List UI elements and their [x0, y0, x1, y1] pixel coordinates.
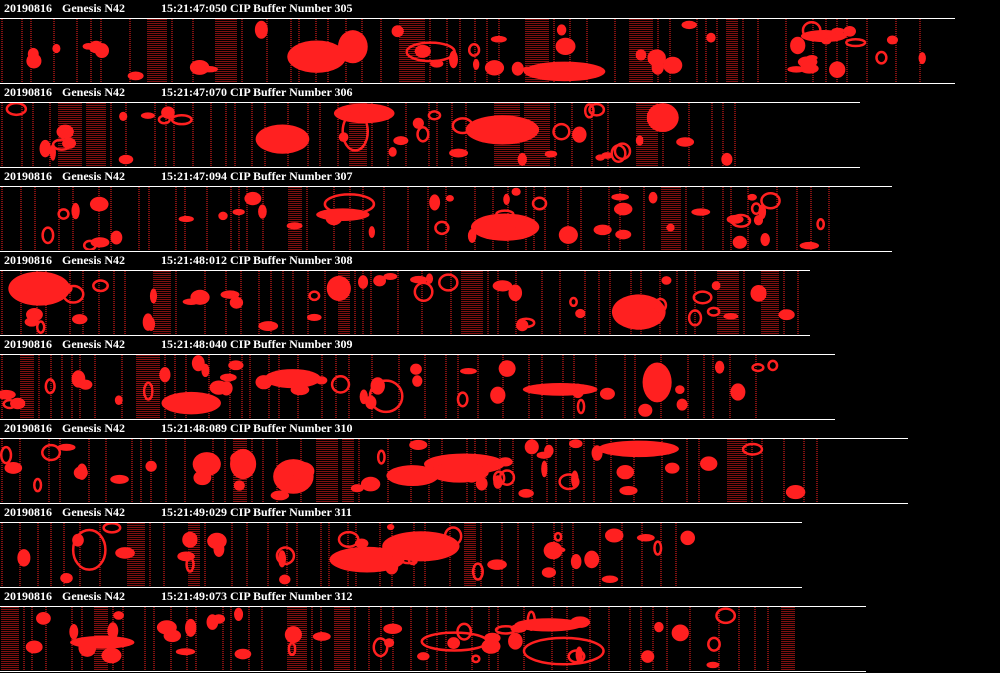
- date-label: 20190816: [4, 421, 52, 435]
- particles: [26, 20, 926, 82]
- date-label: 20190816: [4, 85, 52, 99]
- probe-label: Genesis N42: [62, 505, 125, 519]
- buffer-strip-307: 20190816 Genesis N42 15:21:47:094 CIP Bu…: [0, 168, 1000, 252]
- particle-image-panel: [1, 607, 795, 670]
- time-label: 15:21:47:070: [161, 85, 227, 99]
- probe-label: Genesis N42: [62, 253, 125, 267]
- particles: [0, 355, 779, 417]
- strip-header: 20190816 Genesis N42 15:21:47:050 CIP Bu…: [4, 1, 353, 15]
- strip-header: 20190816 Genesis N42 15:21:47:070 CIP Bu…: [4, 85, 353, 99]
- strip-bottom-rule: [0, 587, 802, 588]
- particles: [25, 607, 737, 669]
- particles: [0, 439, 806, 501]
- strip-top-rule: [0, 18, 955, 19]
- probe-label: Genesis N42: [62, 589, 125, 603]
- strip-bottom-rule: [0, 251, 892, 252]
- strip-header: 20190816 Genesis N42 15:21:49:029 CIP Bu…: [4, 505, 352, 519]
- time-label: 15:21:48:089: [161, 421, 227, 435]
- time-label: 15:21:47:050: [161, 1, 227, 15]
- probe-label: Genesis N42: [62, 85, 125, 99]
- strip-top-rule: [0, 606, 866, 607]
- buffer-strip-308: 20190816 Genesis N42 15:21:48:012 CIP Bu…: [0, 252, 1000, 336]
- buffer-number-label: CIP Buffer Number 309: [230, 337, 353, 351]
- time-label: 15:21:49:029: [161, 505, 227, 519]
- particles: [5, 103, 733, 166]
- particle-image-panel: [1, 523, 695, 586]
- particles: [8, 271, 795, 334]
- particle-image-panel: [1, 187, 830, 250]
- strip-bottom-rule: [0, 671, 866, 672]
- buffer-strip-309: 20190816 Genesis N42 15:21:48:040 CIP Bu…: [0, 336, 1000, 420]
- date-label: 20190816: [4, 589, 52, 603]
- time-label: 15:21:47:094: [161, 169, 227, 183]
- strip-top-rule: [0, 270, 810, 271]
- date-label: 20190816: [4, 505, 52, 519]
- particle-image-panel: [1, 103, 736, 166]
- strip-top-rule: [0, 102, 860, 103]
- particles: [17, 523, 695, 585]
- particle-image-panel: [0, 439, 818, 502]
- strip-header: 20190816 Genesis N42 15:21:49:073 CIP Bu…: [4, 589, 353, 603]
- buffer-number-label: CIP Buffer Number 308: [230, 253, 353, 267]
- strip-bottom-rule: [0, 419, 835, 420]
- strip-bottom-rule: [0, 335, 810, 336]
- strip-header: 20190816 Genesis N42 15:21:48:089 CIP Bu…: [4, 421, 353, 435]
- date-label: 20190816: [4, 1, 52, 15]
- frame-dividers: [1, 187, 830, 250]
- strip-top-rule: [0, 438, 908, 439]
- probe-label: Genesis N42: [62, 337, 125, 351]
- buffer-number-label: CIP Buffer Number 312: [230, 589, 353, 603]
- buffer-number-label: CIP Buffer Number 306: [230, 85, 353, 99]
- buffer-strip-311: 20190816 Genesis N42 15:21:49:029 CIP Bu…: [0, 504, 1000, 588]
- strip-bottom-rule: [0, 167, 860, 168]
- buffer-strip-310: 20190816 Genesis N42 15:21:48:089 CIP Bu…: [0, 420, 1000, 504]
- probe-label: Genesis N42: [62, 421, 125, 435]
- strip-bottom-rule: [0, 503, 908, 504]
- frame-dividers: [1, 271, 799, 334]
- date-label: 20190816: [4, 253, 52, 267]
- date-label: 20190816: [4, 169, 52, 183]
- buffer-number-label: CIP Buffer Number 311: [230, 505, 352, 519]
- strip-header: 20190816 Genesis N42 15:21:48:040 CIP Bu…: [4, 337, 353, 351]
- strip-bottom-rule: [0, 83, 955, 84]
- particle-image-panel: [0, 355, 779, 418]
- buffer-strip-312: 20190816 Genesis N42 15:21:49:073 CIP Bu…: [0, 588, 1000, 672]
- strip-top-rule: [0, 186, 892, 187]
- strip-top-rule: [0, 354, 835, 355]
- buffer-number-label: CIP Buffer Number 305: [230, 1, 353, 15]
- buffer-number-label: CIP Buffer Number 307: [230, 169, 353, 183]
- date-label: 20190816: [4, 337, 52, 351]
- strip-header: 20190816 Genesis N42 15:21:47:094 CIP Bu…: [4, 169, 353, 183]
- particles: [41, 187, 826, 250]
- buffer-number-label: CIP Buffer Number 310: [230, 421, 353, 435]
- probe-label: Genesis N42: [62, 1, 125, 15]
- strip-header: 20190816 Genesis N42 15:21:48:012 CIP Bu…: [4, 253, 353, 267]
- strip-top-rule: [0, 522, 802, 523]
- time-label: 15:21:49:073: [161, 589, 227, 603]
- frame-dividers: [1, 103, 736, 166]
- particle-image-panel: [1, 271, 799, 334]
- buffer-strip-305: 20190816 Genesis N42 15:21:47:050 CIP Bu…: [0, 0, 1000, 84]
- time-label: 15:21:48:040: [161, 337, 227, 351]
- buffer-strip-306: 20190816 Genesis N42 15:21:47:070 CIP Bu…: [0, 84, 1000, 168]
- time-label: 15:21:48:012: [161, 253, 227, 267]
- particle-image-panel: [1, 19, 926, 82]
- probe-label: Genesis N42: [62, 169, 125, 183]
- frame-dividers: [1, 607, 795, 670]
